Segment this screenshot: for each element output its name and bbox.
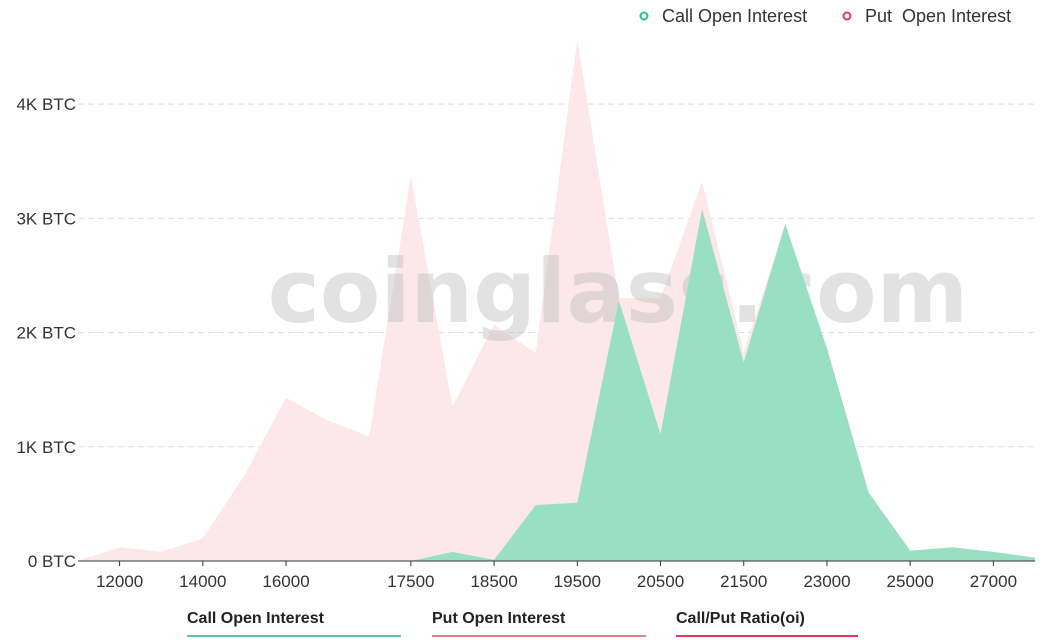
tab-ratio-underline [676, 635, 858, 637]
legend-put[interactable]: Put Open Interest [842, 6, 1012, 26]
y-tick-label: 1K BTC [16, 438, 76, 457]
x-tick-label: 14000 [179, 572, 226, 591]
x-tick-label: 21500 [720, 572, 767, 591]
x-tick-label: 23000 [803, 572, 850, 591]
tab-call-open-interest[interactable]: Call Open Interest [187, 610, 401, 637]
call-area-layer [78, 209, 1035, 561]
y-tick-label: 0 BTC [28, 552, 76, 571]
legend-put-label: Put Open Interest [865, 6, 1011, 26]
x-tick-label: 18500 [470, 572, 517, 591]
call-open-interest-area [78, 209, 1035, 561]
legend-call-marker-icon [639, 11, 649, 21]
tab-put-open-interest-label: Put Open Interest [432, 610, 566, 627]
tab-call-put-ratio-label: Call/Put Ratio(oi) [676, 610, 805, 627]
y-tick-label: 3K BTC [16, 209, 76, 228]
x-tick-label: 20500 [637, 572, 684, 591]
x-tick-label: 27000 [970, 572, 1017, 591]
tab-call-open-interest-label: Call Open Interest [187, 610, 324, 627]
x-tick-label: 16000 [262, 572, 309, 591]
x-tick-label: 25000 [887, 572, 934, 591]
legend-call[interactable]: Call Open Interest [639, 6, 808, 26]
x-tick-label: 17500 [387, 572, 434, 591]
legend-call-label: Call Open Interest [662, 6, 807, 26]
y-axis: 0 BTC 1K BTC 2K BTC 3K BTC 4K BTC [16, 95, 76, 571]
x-tick-label: 19500 [554, 572, 601, 591]
x-axis: 12000 14000 16000 17500 18500 19500 20500 21500… [96, 561, 1017, 591]
y-tick-label: 4K BTC [16, 95, 76, 114]
x-tick-label: 12000 [96, 572, 143, 591]
tab-call-underline [187, 635, 401, 637]
tab-put-underline [432, 635, 646, 637]
tab-call-put-ratio[interactable]: Call/Put Ratio(oi) [676, 610, 858, 637]
legend-put-marker-icon [842, 11, 852, 21]
tab-put-open-interest[interactable]: Put Open Interest [432, 610, 646, 637]
y-tick-label: 2K BTC [16, 324, 76, 343]
